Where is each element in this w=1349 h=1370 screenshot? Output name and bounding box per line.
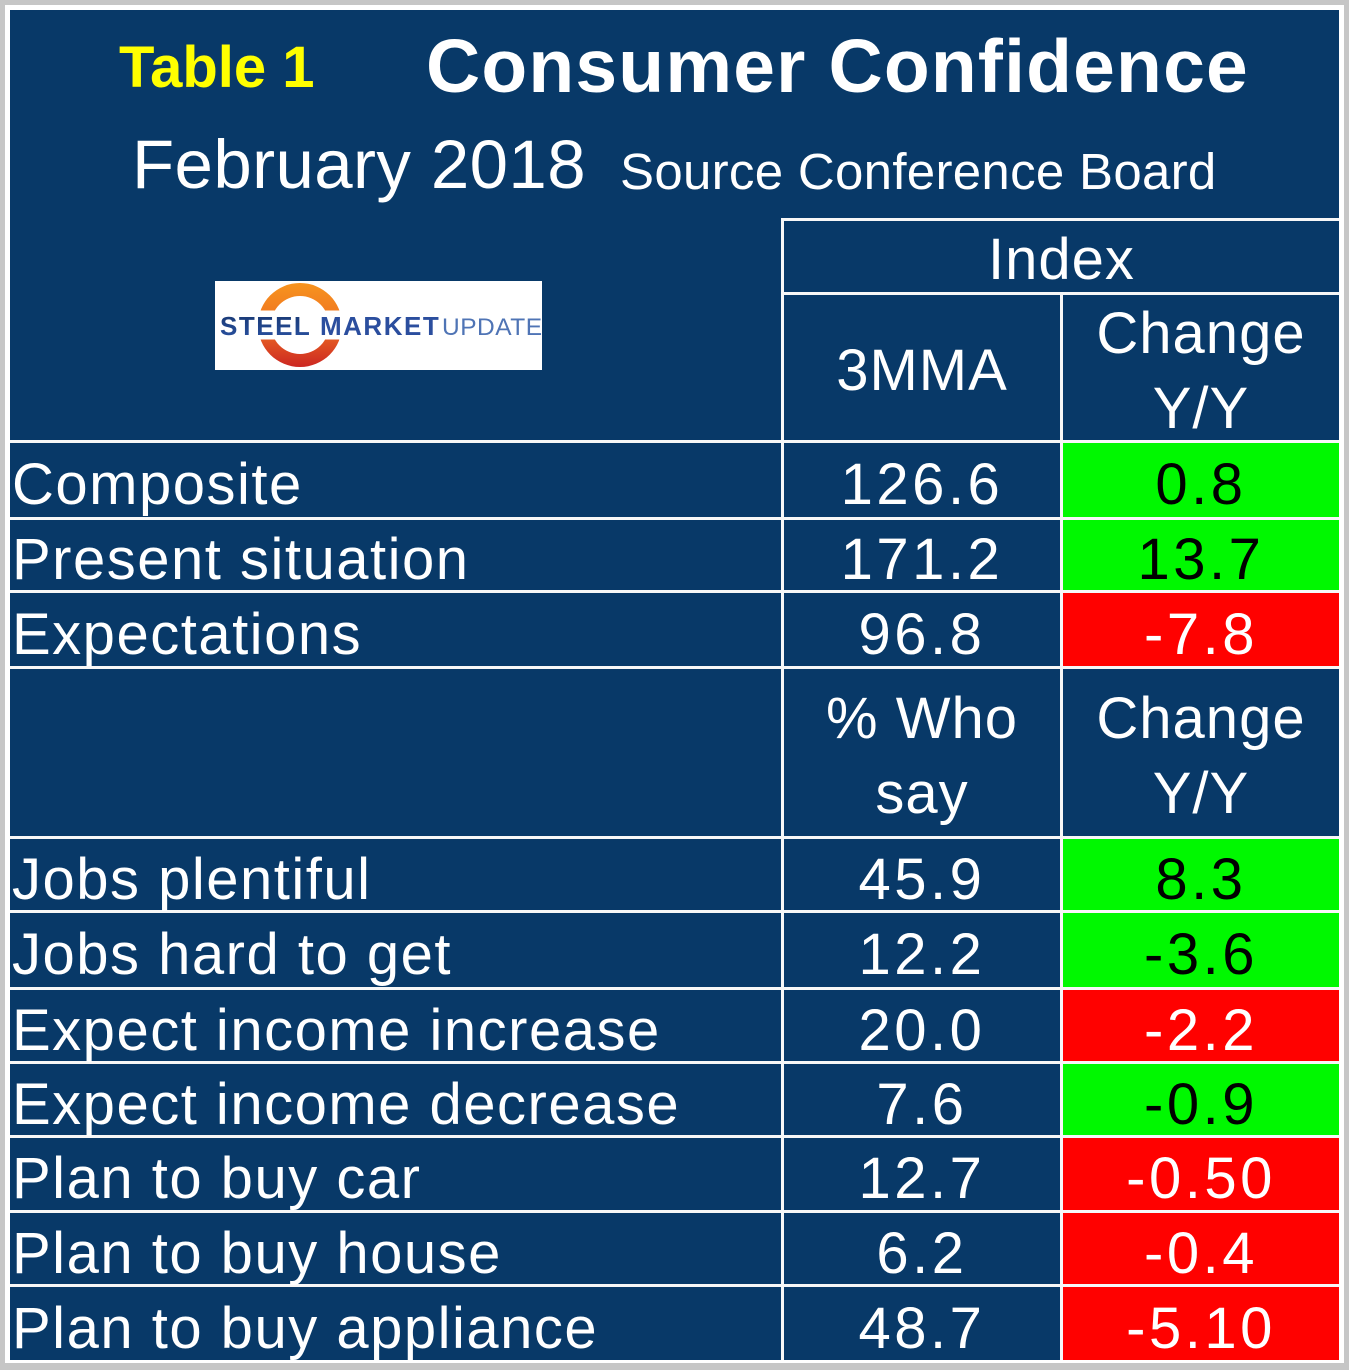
- svg-text:STEEL: STEEL: [220, 311, 311, 341]
- svg-text:UPDATE: UPDATE: [442, 314, 542, 341]
- svg-text:MARKET: MARKET: [320, 311, 440, 341]
